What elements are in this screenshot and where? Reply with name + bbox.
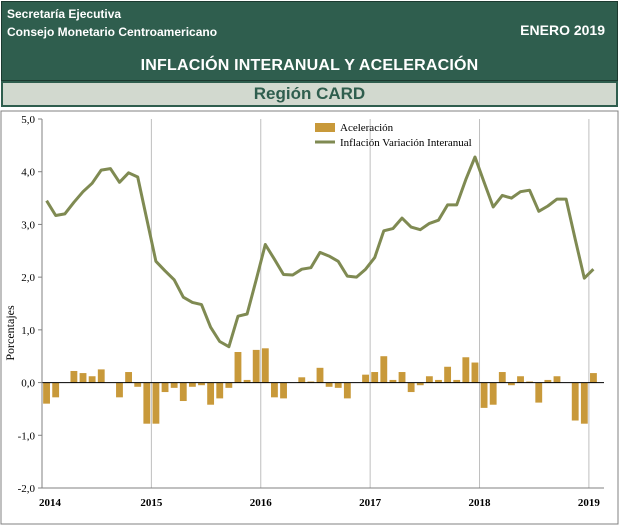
acceleration-bar xyxy=(125,372,133,383)
report-header: Secretaría Ejecutiva Consejo Monetario C… xyxy=(1,1,618,81)
inflation-line xyxy=(45,155,595,349)
acceleration-bar xyxy=(471,362,479,383)
y-tick-label: 0,0 xyxy=(21,378,35,390)
acceleration-bar xyxy=(179,382,187,402)
x-tick-label: 2018 xyxy=(469,497,492,509)
acceleration-bar xyxy=(161,382,169,393)
acceleration-bar xyxy=(152,382,160,424)
acceleration-bar xyxy=(462,357,470,383)
acceleration-bar xyxy=(43,382,50,404)
acceleration-bar xyxy=(243,379,251,383)
acceleration-bar xyxy=(316,367,324,383)
acceleration-bar xyxy=(590,373,597,383)
acceleration-bar xyxy=(207,382,215,405)
acceleration-bar xyxy=(580,382,588,424)
acceleration-bar xyxy=(444,366,452,383)
y-tick-labels: -2,0 -1,0 0,0 1,0 2,0 3,0 4,0 5,0 xyxy=(18,114,42,495)
acceleration-bar xyxy=(225,382,233,388)
acceleration-bar xyxy=(453,379,461,383)
x-tick-label: 2015 xyxy=(140,497,163,509)
acceleration-bar xyxy=(52,382,60,398)
acceleration-bar xyxy=(407,382,415,393)
acceleration-bar xyxy=(425,376,433,383)
acceleration-bar xyxy=(198,382,205,386)
y-tick-label: 2,0 xyxy=(21,272,35,284)
acceleration-bar xyxy=(88,376,96,383)
org-line-2: Consejo Monetario Centroamericano xyxy=(7,25,218,39)
y-axis-label: Porcentajes xyxy=(3,305,17,361)
x-tick-label: 2019 xyxy=(578,497,601,509)
acceleration-bar xyxy=(380,356,388,383)
y-tick-label: 3,0 xyxy=(21,219,35,231)
acceleration-bar xyxy=(435,379,442,383)
acceleration-bar xyxy=(252,349,260,383)
acceleration-bar xyxy=(389,379,397,383)
org-line-1: Secretaría Ejecutiva xyxy=(7,7,122,21)
acceleration-bar xyxy=(216,382,224,399)
year-gridlines xyxy=(150,119,590,488)
acceleration-bar xyxy=(97,369,105,383)
acceleration-bar xyxy=(526,381,534,383)
acceleration-bar xyxy=(271,382,278,398)
acceleration-bar xyxy=(489,382,497,405)
acceleration-bar xyxy=(298,377,306,383)
acceleration-bar xyxy=(280,382,287,399)
acceleration-bar xyxy=(234,351,242,383)
acceleration-bar xyxy=(116,382,123,398)
y-tick-label: -2,0 xyxy=(18,483,36,495)
acceleration-bar xyxy=(79,373,87,383)
legend-label-aceleracion: Aceleración xyxy=(340,122,394,134)
acceleration-bar xyxy=(170,382,178,388)
acceleration-bar xyxy=(535,382,543,403)
acceleration-bar xyxy=(398,372,406,383)
y-tick-label: 4,0 xyxy=(21,167,35,179)
acceleration-bar xyxy=(362,374,369,383)
acceleration-bar xyxy=(498,372,506,383)
acceleration-bar xyxy=(188,382,196,387)
acceleration-bar xyxy=(334,382,342,388)
x-tick-label: 2017 xyxy=(359,497,382,509)
acceleration-bar xyxy=(325,382,333,387)
acceleration-bar xyxy=(517,376,524,383)
acceleration-bar xyxy=(143,382,151,424)
acceleration-bar xyxy=(544,379,552,383)
chart-title: INFLACIÓN INTERANUAL Y ACELERACIÓN xyxy=(140,57,479,74)
x-tick-label: 2016 xyxy=(250,497,273,509)
acceleration-bar xyxy=(571,382,579,421)
legend: Aceleración Inflación Variación Interanu… xyxy=(315,122,472,149)
region-subtitle: Región CARD xyxy=(1,81,618,107)
y-tick-label: -1,0 xyxy=(18,430,36,442)
x-tick-label: 2014 xyxy=(39,497,62,509)
legend-label-inflacion: Inflación Variación Interanual xyxy=(340,137,472,149)
acceleration-bar xyxy=(553,376,561,383)
chart-border xyxy=(0,110,619,525)
acceleration-bars xyxy=(43,348,597,424)
acceleration-bar xyxy=(307,381,315,383)
chart-frame: -2,0 -1,0 0,0 1,0 2,0 3,0 4,0 5,0 2014 2015 2016 2… xyxy=(0,110,621,526)
y-tick-label: 1,0 xyxy=(21,325,35,337)
y-tick-label: 5,0 xyxy=(21,114,35,126)
acceleration-bar xyxy=(70,370,78,383)
acceleration-bar xyxy=(343,382,351,399)
acceleration-bar xyxy=(134,382,142,387)
acceleration-bar xyxy=(261,348,269,383)
acceleration-bar xyxy=(507,382,515,386)
legend-bar-swatch xyxy=(315,123,335,132)
x-tick-labels: 2014 2015 2016 2017 2018 2019 xyxy=(39,497,600,509)
report-date: ENERO 2019 xyxy=(520,22,605,38)
acceleration-bar xyxy=(371,372,379,383)
acceleration-bar xyxy=(480,382,488,408)
acceleration-bar xyxy=(416,382,424,386)
inflation-chart: -2,0-1,00,01,02,03,04,05,0 2014 2015 2016 2… xyxy=(0,110,619,525)
